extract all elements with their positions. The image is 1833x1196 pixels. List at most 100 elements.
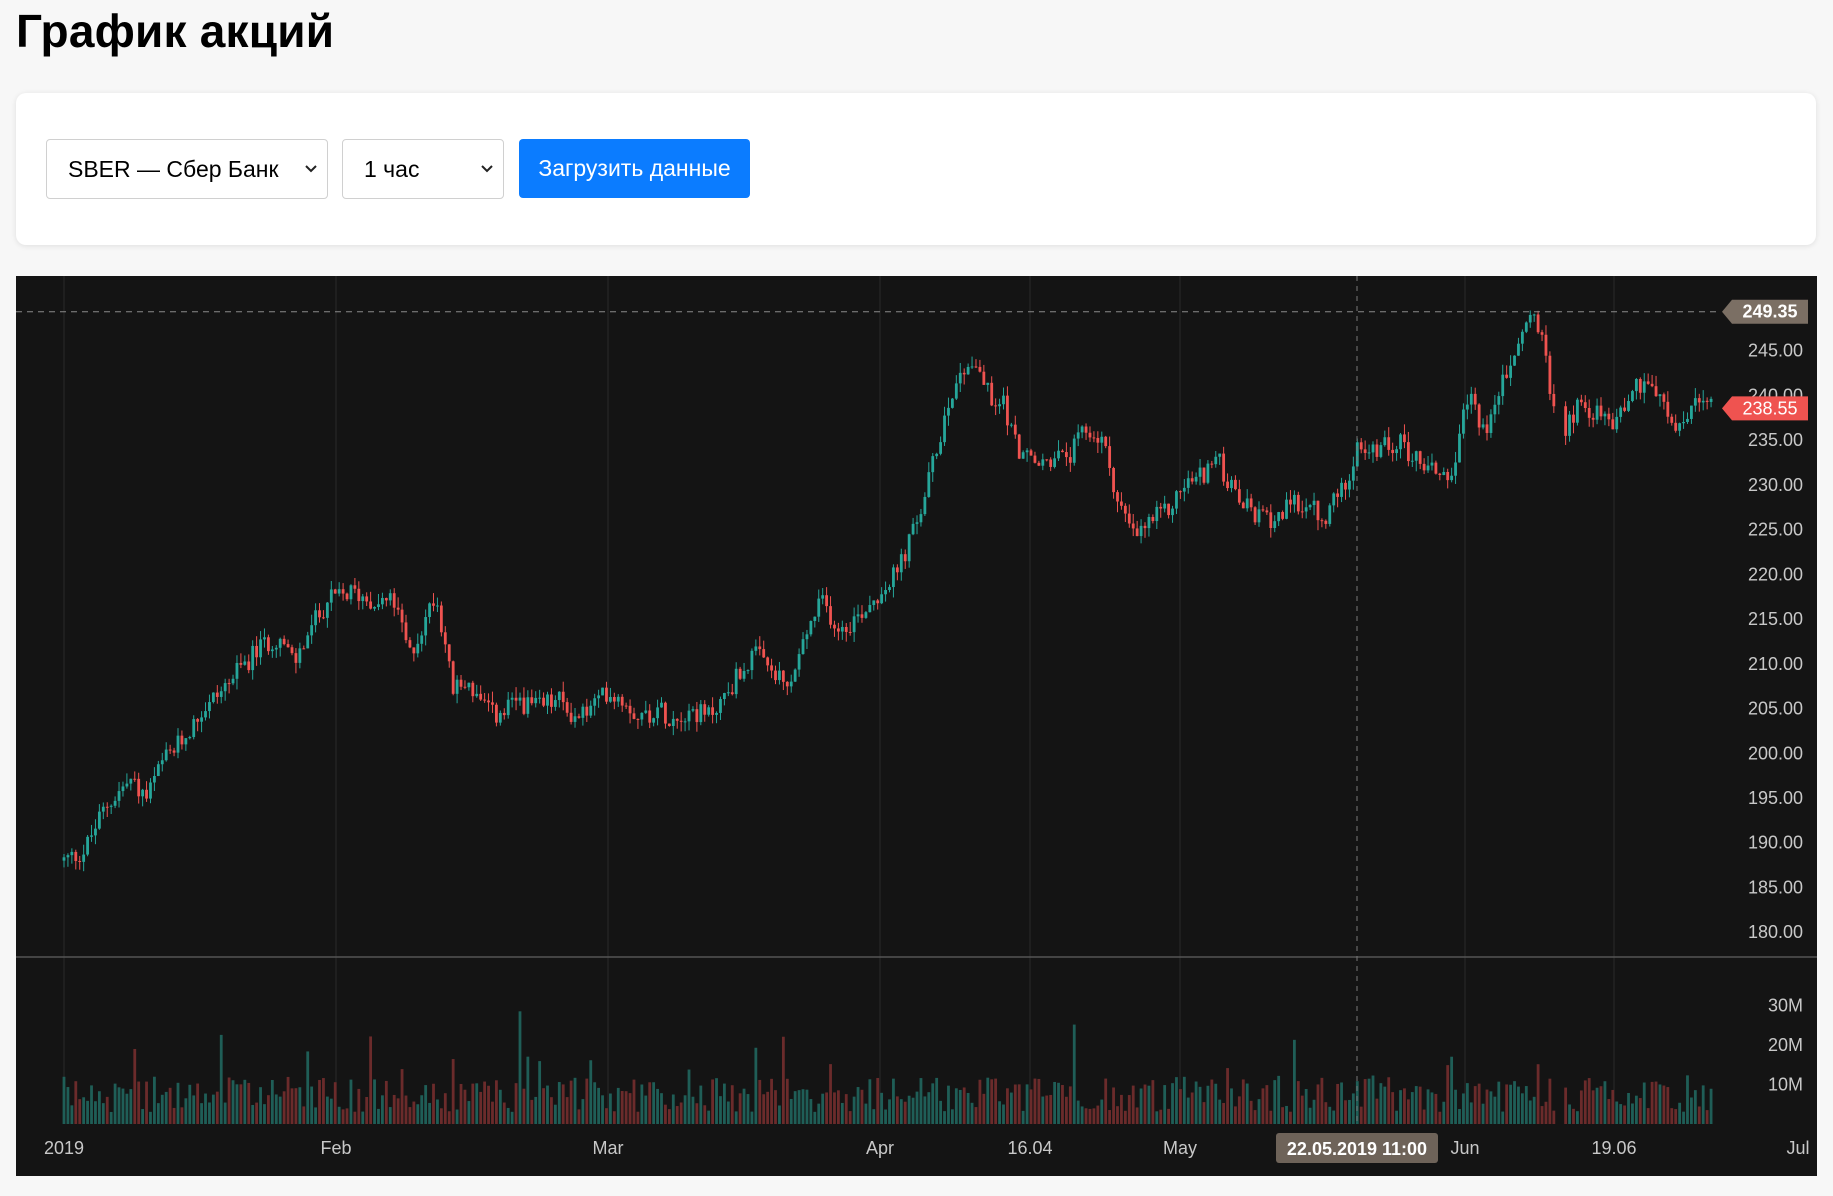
ticker-select[interactable]: SBER — Сбер Банк (46, 139, 328, 199)
volume-bar (1454, 1089, 1457, 1124)
volume-bar (691, 1096, 695, 1124)
volume-bar (620, 1091, 624, 1124)
volume-bar (726, 1101, 730, 1124)
candle-body (644, 710, 648, 713)
candle-body (605, 687, 608, 702)
candle-body (498, 712, 502, 723)
candle-body (333, 589, 337, 594)
volume-bar (1690, 1097, 1693, 1124)
candle-body (1159, 506, 1163, 509)
interval-select[interactable]: 1 час (342, 139, 504, 199)
volume-bar (958, 1089, 962, 1124)
volume-bar (333, 1082, 337, 1124)
volume-bar (1344, 1100, 1347, 1124)
candle-body (970, 366, 974, 368)
volume-bar (829, 1064, 832, 1124)
candle-body (62, 857, 66, 861)
volume-bar (1135, 1107, 1139, 1124)
volume-bar (1552, 1110, 1556, 1124)
candle-body (616, 696, 620, 702)
candle-body (550, 694, 553, 707)
volume-bar (1316, 1084, 1320, 1124)
volume-bar (1438, 1111, 1442, 1124)
volume-bar (660, 1093, 663, 1124)
volume-bar (388, 1107, 392, 1124)
candle-body (215, 692, 219, 697)
chart-canvas[interactable]: 245.00240.00235.00230.00225.00220.00215.… (16, 276, 1817, 1176)
candle-body (856, 614, 860, 617)
candle-body (211, 692, 215, 703)
volume-bar (82, 1097, 86, 1124)
volume-bar (1116, 1106, 1119, 1124)
volume-bar (510, 1111, 514, 1124)
candle-body (585, 706, 589, 716)
volume-bar (97, 1091, 101, 1124)
candle-body (923, 496, 927, 515)
candle-body (1163, 503, 1167, 509)
candle-body (1458, 433, 1461, 463)
volume-bar (1033, 1078, 1037, 1124)
volume-bar (1289, 1111, 1292, 1124)
stock-chart[interactable]: 245.00 240.00 235.00 230.00 225.00 220.00 215.… (16, 276, 1817, 1176)
volume-bar (491, 1101, 494, 1124)
candle-body (424, 617, 428, 636)
candle-body (90, 835, 93, 837)
volume-bar (1064, 1096, 1068, 1124)
volume-bar (530, 1099, 534, 1124)
volume-bar (1532, 1096, 1536, 1124)
candle-body (1045, 459, 1049, 461)
volume-bar (1493, 1096, 1497, 1124)
volume-bar (235, 1084, 239, 1124)
candle-body (1505, 374, 1509, 378)
volume-bar (208, 1102, 211, 1124)
volume-bar (1524, 1086, 1528, 1124)
volume-bar (852, 1096, 856, 1124)
volume-bar (145, 1081, 148, 1124)
candle-body (1214, 456, 1218, 465)
volume-bar (109, 1111, 113, 1124)
volume-bar (1336, 1083, 1340, 1124)
candle-body (1324, 520, 1328, 524)
candle-body (1697, 398, 1701, 403)
candle-body (1300, 511, 1304, 513)
candle-body (652, 718, 656, 723)
candle-body (1112, 467, 1115, 493)
candle-body (1587, 407, 1591, 418)
volume-bar (149, 1111, 152, 1124)
volume-bar (475, 1083, 479, 1124)
candle-body (1465, 404, 1469, 410)
volume-bar (1528, 1100, 1532, 1124)
volume-bar (628, 1093, 632, 1124)
candle-body (573, 716, 577, 722)
volume-bar (781, 1036, 785, 1124)
volume-bar (1579, 1090, 1583, 1124)
price-tick-label: 180.00 (1748, 922, 1803, 942)
volume-bar (998, 1101, 1001, 1124)
candle-body (1194, 476, 1198, 482)
volume-bar (1253, 1110, 1257, 1124)
candle-body (353, 585, 357, 589)
candle-body (141, 789, 145, 797)
volume-bar (899, 1099, 903, 1124)
candle-body (487, 700, 490, 703)
candle-body (192, 719, 196, 738)
ticker-select-value: SBER — Сбер Банк (68, 156, 279, 182)
candle-body (648, 710, 652, 723)
candle-body (298, 648, 302, 663)
volume-bar (1359, 1106, 1363, 1124)
volume-bar (373, 1079, 376, 1124)
candle-body (1548, 355, 1552, 394)
volume-bar (1061, 1085, 1064, 1124)
candle-body (70, 851, 74, 856)
candle-body (813, 616, 817, 622)
candle-body (1709, 398, 1713, 402)
load-data-button[interactable]: Загрузить данные (519, 139, 750, 198)
volume-bar (495, 1080, 498, 1124)
candle-body (451, 661, 455, 694)
time-tick-label: 2019 (44, 1138, 84, 1158)
candle-body (1654, 386, 1658, 397)
candle-body (1690, 405, 1693, 419)
candle-body (325, 602, 329, 618)
crosshair-time-marker: 22.05.2019 11:00 (1276, 1133, 1438, 1163)
candle-body (636, 718, 640, 720)
